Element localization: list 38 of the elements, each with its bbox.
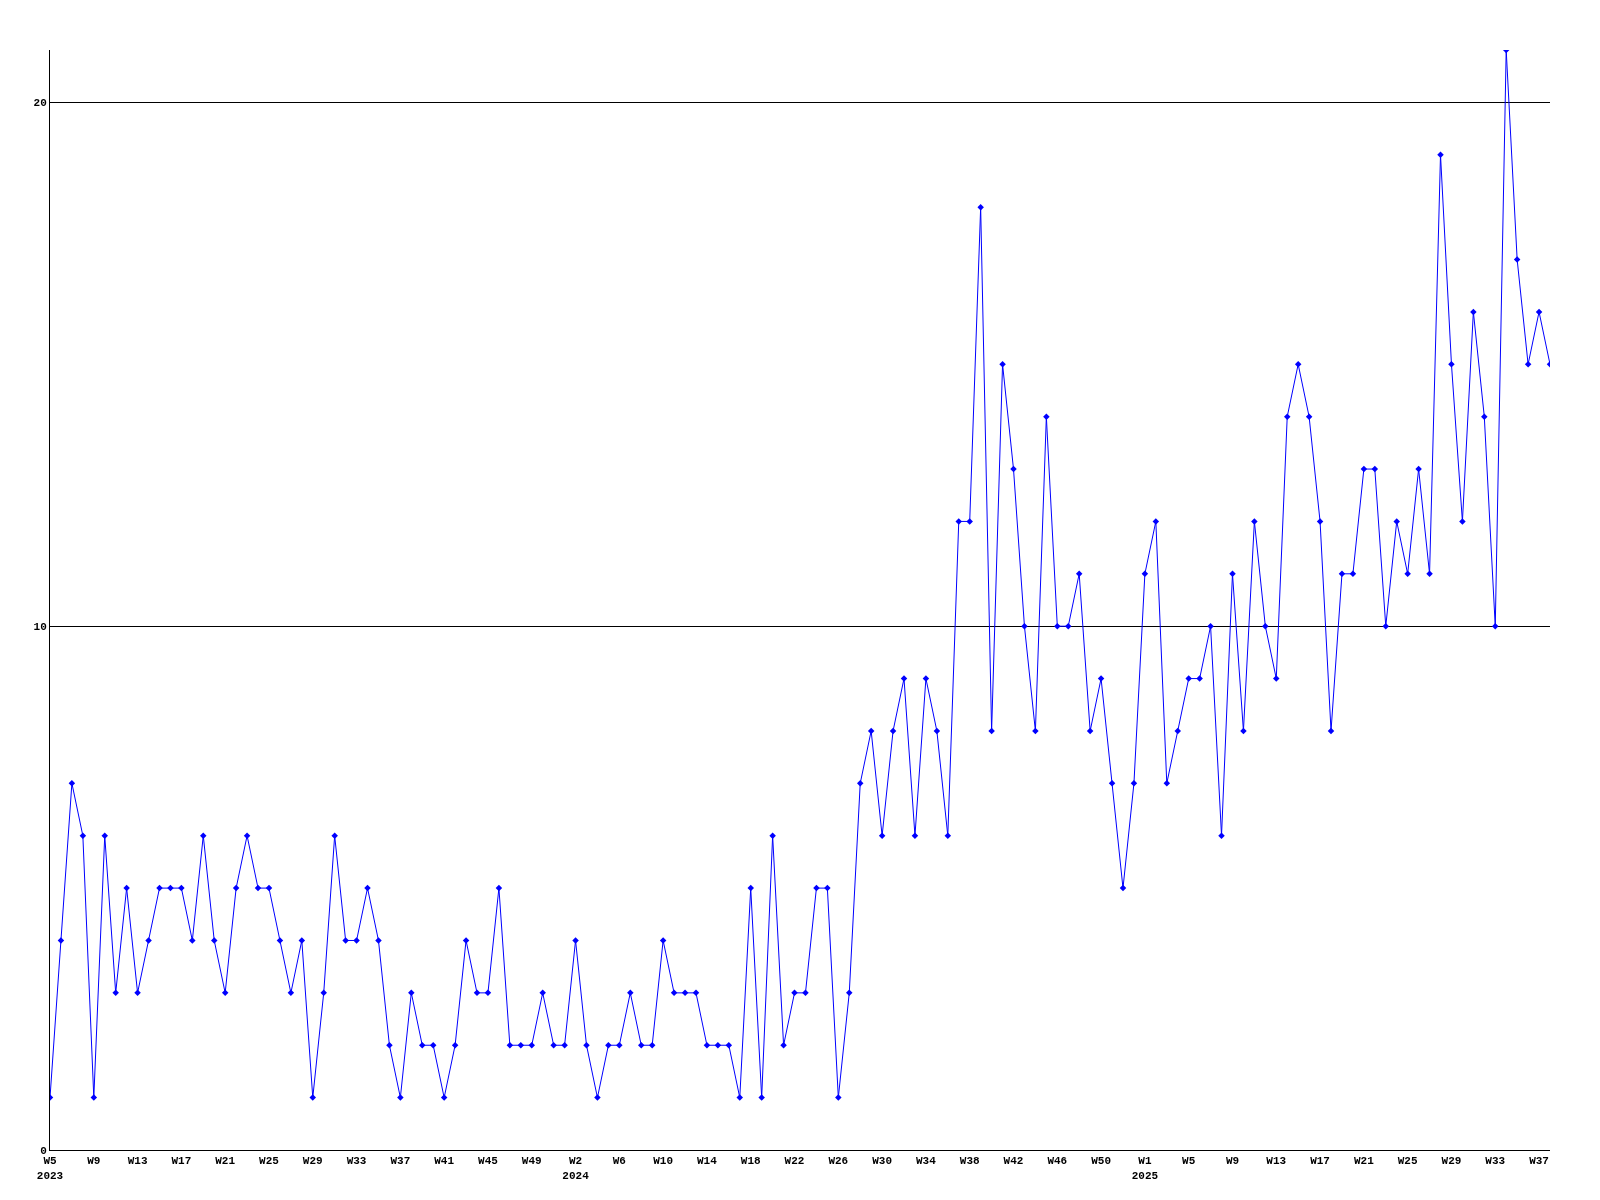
x-tick-label: W1 2025: [1131, 1155, 1159, 1182]
x-tick-label: W13: [127, 1155, 148, 1168]
x-tick-label: W2 2024: [562, 1155, 590, 1182]
x-tick-label: W5 2023: [36, 1155, 64, 1182]
x-tick-label: W9: [87, 1155, 101, 1168]
x-tick-label: W37: [1529, 1155, 1549, 1168]
x-tick-label: W17: [1310, 1155, 1330, 1168]
x-tick-label: W6: [612, 1155, 626, 1168]
x-tick-label: W49: [521, 1155, 542, 1168]
x-tick-label: W13: [1266, 1155, 1287, 1168]
x-tick-label: W22: [784, 1155, 805, 1168]
x-tick-label: W50: [1091, 1155, 1111, 1168]
y-tick-label: 20: [33, 97, 47, 110]
x-tick-label: W25: [1397, 1155, 1418, 1168]
x-tick-label: W10: [653, 1155, 674, 1168]
x-tick-label: W9: [1225, 1155, 1240, 1168]
x-tick-label: W17: [171, 1155, 192, 1168]
x-tick-label: W33: [1485, 1155, 1506, 1168]
y-tick-label: 10: [33, 621, 47, 634]
x-tick-label: W25: [259, 1155, 280, 1168]
x-tick-label: W26: [828, 1155, 849, 1168]
x-tick-label: W21: [215, 1155, 236, 1168]
x-tick-label: W46: [1047, 1155, 1068, 1168]
x-tick-label: W5: [1182, 1155, 1196, 1168]
x-tick-label: W34: [916, 1155, 937, 1168]
x-tick-label: W42: [1003, 1155, 1024, 1168]
x-tick-label: W29: [302, 1155, 323, 1168]
x-tick-label: W14: [697, 1155, 718, 1168]
x-tick-label: W30: [872, 1155, 893, 1168]
x-tick-label: W37: [390, 1155, 411, 1168]
x-tick-label: W33: [346, 1155, 367, 1168]
x-tick-label: W41: [434, 1155, 455, 1168]
x-tick-label: W38: [959, 1155, 981, 1168]
y-tick-label: 0: [40, 1144, 47, 1157]
x-tick-label: W21: [1353, 1155, 1375, 1168]
x-tick-label: W18: [740, 1155, 762, 1168]
x-tick-label: W29: [1441, 1155, 1462, 1168]
x-tick-label: W45: [478, 1155, 499, 1168]
